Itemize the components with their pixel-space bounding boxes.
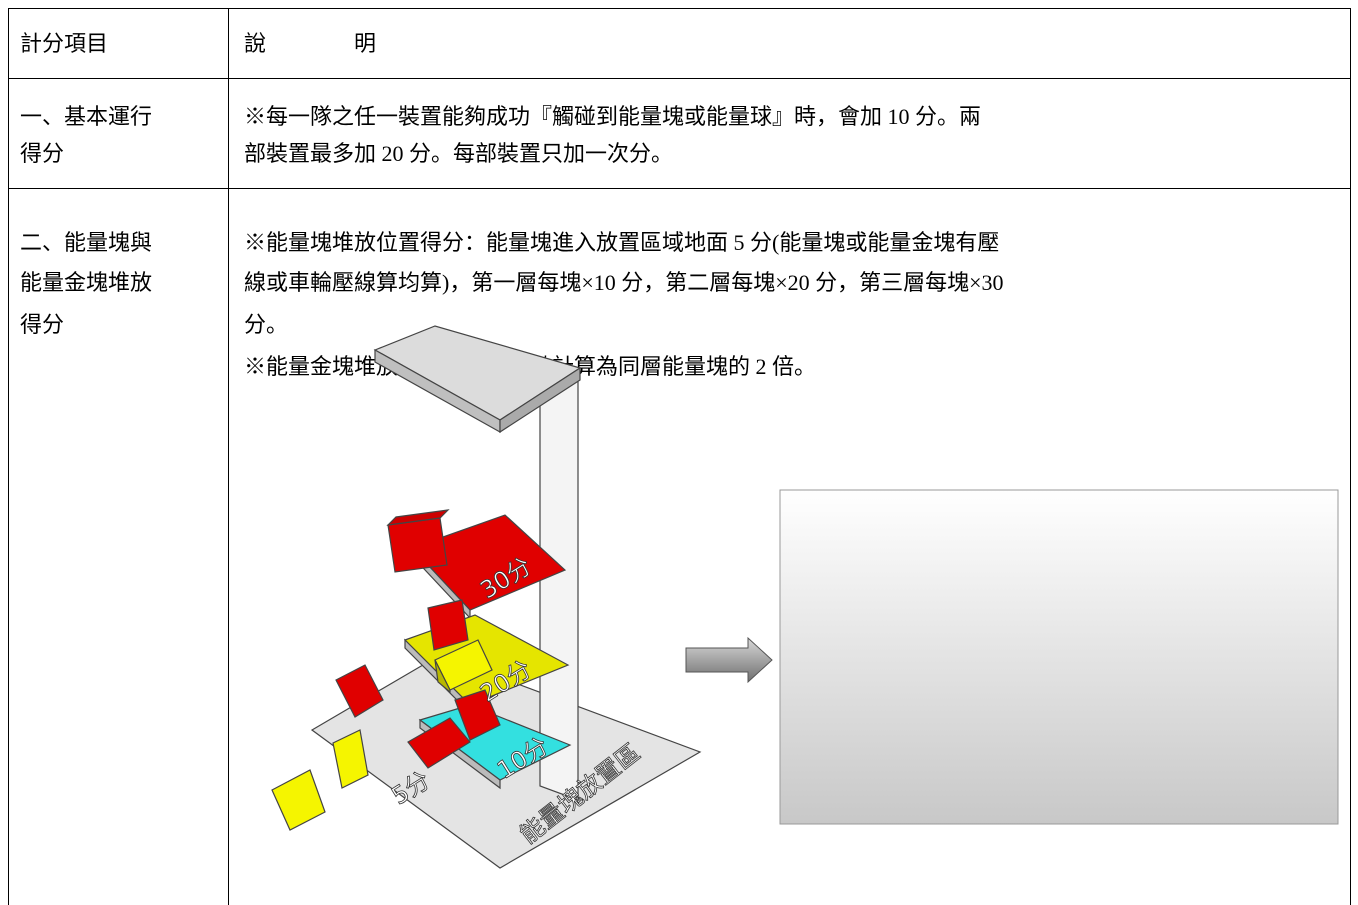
item-text: 得分 [20, 312, 65, 337]
border [8, 8, 1351, 9]
arrow [685, 636, 773, 684]
item-text: 能量金塊堆放 [20, 270, 153, 295]
description-text: ※每一隊之任一裝置能夠成功『觸碰到能量塊或能量球』時，會加 10 分。兩 [244, 104, 982, 129]
border [1350, 8, 1351, 905]
description-text: ※能量塊堆放位置得分：能量塊進入放置區域地面 5 分(能量塊或能量金塊有壓 [244, 230, 1000, 255]
shelf-drawing [271, 325, 702, 869]
border [8, 188, 1351, 189]
description-text: 線或車輪壓線算均算)，第一層每塊×10 分，第二層每塊×20 分，第三層每塊×3… [244, 270, 1004, 295]
item-text: 一、基本運行 [20, 104, 153, 129]
description-text: 分。 [244, 312, 289, 337]
border [8, 78, 1351, 79]
border [228, 8, 229, 905]
callout-box [779, 489, 1339, 825]
description-text: 部裝置最多加 20 分。每部裝置只加一次分。 [244, 141, 674, 166]
header-cell: 說 明 [244, 31, 377, 56]
border [8, 8, 9, 905]
header-cell: 計分項目 [20, 31, 109, 56]
item-text: 二、能量塊與 [20, 230, 153, 255]
item-text: 得分 [20, 141, 65, 166]
